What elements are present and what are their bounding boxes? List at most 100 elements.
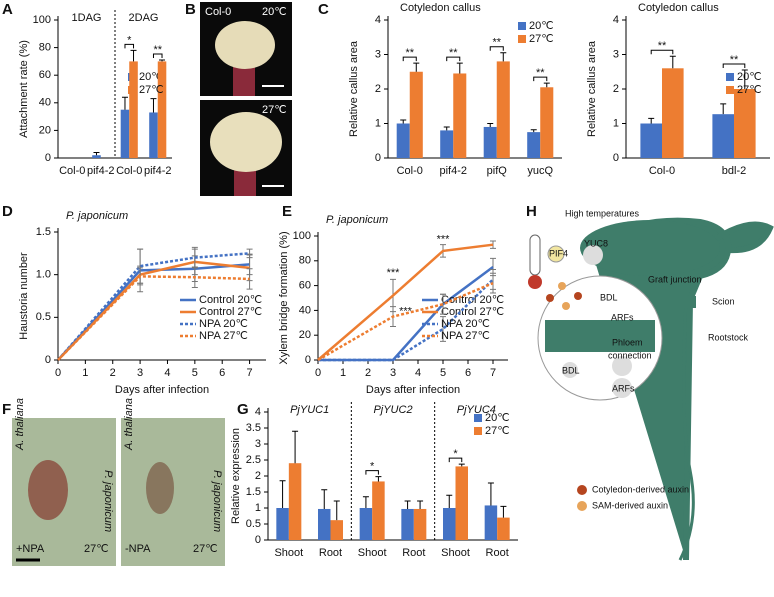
significance-bracket <box>650 49 674 55</box>
x-tick-label: pif4-2 <box>87 165 115 177</box>
panel-letter: A <box>2 1 13 18</box>
group-label: PjYUC2 <box>373 404 412 416</box>
line <box>317 243 494 361</box>
error-bar <box>375 476 382 482</box>
error-bar <box>130 49 137 62</box>
significance-label: * <box>453 448 458 460</box>
bar <box>443 508 456 540</box>
x-tick-label: pif4-2 <box>439 165 467 177</box>
y-tick-label: 80 <box>39 42 51 54</box>
y-tick-label: 20 <box>39 124 51 136</box>
diagram-label: BDL <box>600 292 618 302</box>
x-tick-label: pifQ <box>487 165 508 177</box>
diagram-legend: Cotyledon-derived auxin <box>592 484 689 494</box>
error-bar <box>446 494 453 508</box>
y-axis-label: Haustoria number <box>18 252 30 340</box>
y-tick-label: 0 <box>613 152 619 164</box>
legend-swatch <box>726 73 734 81</box>
legend-label: Control 20℃ <box>199 294 262 306</box>
diagram-legend: SAM-derived auxin <box>592 500 668 510</box>
bar <box>396 123 410 158</box>
group-label: 2DAG <box>129 12 159 24</box>
significance-bracket <box>402 56 417 62</box>
bar <box>440 130 454 158</box>
y-axis-label: Relative callus area <box>348 40 360 137</box>
panel-letter: G <box>237 401 249 418</box>
legend-label: 20℃ <box>737 71 762 83</box>
bar <box>401 508 414 540</box>
error-bar <box>400 119 407 124</box>
error-bar <box>292 430 299 464</box>
significance-label: ** <box>405 47 414 59</box>
legend-label: 20℃ <box>139 71 164 83</box>
y-tick-label: 4 <box>375 14 381 26</box>
chart-title: P. japonicum <box>66 210 128 222</box>
photo-label: 27℃ <box>262 104 287 116</box>
x-tick-label: pif4-2 <box>144 165 172 177</box>
x-tick-label: 1 <box>82 367 88 379</box>
y-tick-label: 3.5 <box>246 422 261 434</box>
error-bar <box>543 82 550 88</box>
legend-label: NPA 20℃ <box>199 318 248 330</box>
legend-swatch <box>518 22 526 30</box>
legend-swatch <box>128 86 136 94</box>
x-tick-label: yucQ <box>527 165 553 177</box>
legend-label: 27℃ <box>485 425 510 437</box>
bar <box>497 517 510 540</box>
x-tick-label: 4 <box>415 367 421 379</box>
diagram-label: BDL <box>562 365 580 375</box>
error-bar <box>456 62 463 74</box>
y-tick-label: 60 <box>299 280 311 292</box>
diagram-label: PIF4 <box>549 248 568 258</box>
legend-label: 27℃ <box>139 84 164 96</box>
photo-label: 27℃ <box>84 543 109 555</box>
bar <box>483 126 497 158</box>
panel-letter: E <box>282 203 292 220</box>
bar <box>157 61 167 158</box>
line <box>317 281 494 362</box>
error-bar <box>440 293 446 315</box>
error-bar <box>159 59 166 62</box>
y-axis-label: Xylem bridge formation (%) <box>278 231 290 364</box>
y-tick-label: 2.5 <box>246 454 261 466</box>
x-tick-label: 3 <box>137 367 143 379</box>
significance-bracket <box>489 46 504 51</box>
x-tick-label: Col-0 <box>116 165 142 177</box>
legend-swatch <box>474 414 482 422</box>
error-bar <box>500 505 507 518</box>
bar <box>540 87 554 158</box>
y-tick-label: 100 <box>33 14 51 26</box>
y-tick-label: 2 <box>255 470 261 482</box>
error-bar <box>530 129 537 133</box>
significance-label: * <box>370 461 375 473</box>
bar <box>359 508 373 540</box>
error-bar <box>440 316 446 342</box>
legend-label: Control 27℃ <box>199 306 262 318</box>
bar <box>455 466 468 540</box>
line <box>318 278 494 362</box>
chart-title: P. japonicum <box>326 214 388 226</box>
y-tick-label: 2 <box>375 83 381 95</box>
photo-f: A. thaliana P. japonicum +NPA 27℃ A. tha… <box>12 398 225 566</box>
y-tick-label: 2 <box>613 83 619 95</box>
y-tick-label: 1.5 <box>36 226 51 238</box>
group-label: PjYUC4 <box>457 404 496 416</box>
diagram-label: ARFs <box>611 312 634 322</box>
y-tick-label: 60 <box>39 69 51 81</box>
x-tick-label: Root <box>402 547 425 559</box>
legend-swatch <box>518 35 526 43</box>
panel-letter: D <box>2 203 13 220</box>
y-tick-label: 0 <box>255 534 261 546</box>
photo-label: 20℃ <box>262 6 287 18</box>
group-label: 1DAG <box>72 12 102 24</box>
significance-bracket <box>722 63 746 69</box>
x-tick-label: 2 <box>110 367 116 379</box>
x-tick-label: 6 <box>465 367 471 379</box>
diagram-label: connection <box>608 350 652 360</box>
error-bar <box>720 103 727 115</box>
y-tick-label: 20 <box>299 329 311 341</box>
error-bar <box>362 496 369 508</box>
photo-label: -NPA <box>125 543 151 555</box>
bar <box>276 508 289 540</box>
error-bar <box>246 248 253 259</box>
